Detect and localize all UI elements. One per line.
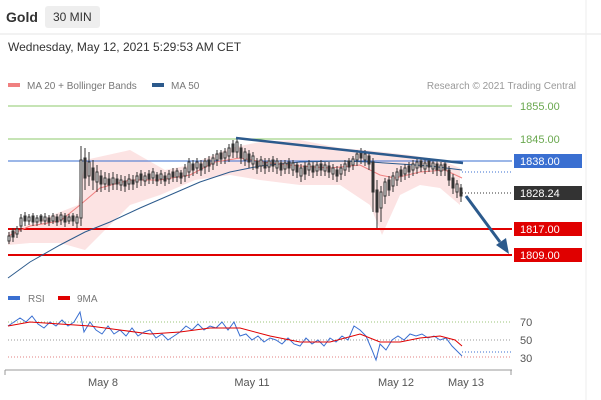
legend-label-rsi: RSI	[28, 294, 45, 305]
price-tag-1828	[514, 186, 582, 200]
price-label-1838: 1838.00	[520, 156, 560, 168]
price-label-1855: 1855.00	[520, 101, 560, 113]
price-tag-1817	[514, 222, 582, 236]
x-tick-may8: May 8	[88, 377, 118, 389]
timestamp: Wednesday, May 12, 2021 5:29:53 AM CET	[8, 40, 242, 54]
chart-header: Gold 30 MIN	[0, 0, 601, 36]
rsi-ma9-line	[7, 321, 463, 347]
legend-label-ma20: MA 20 + Bollinger Bands	[27, 81, 137, 92]
price-label-1817: 1817.00	[520, 224, 560, 236]
legend-swatch-9ma	[58, 296, 70, 300]
forecast-arrow-head	[496, 238, 509, 254]
legend-label-9ma: 9MA	[77, 294, 98, 305]
legend-swatch-ma50	[152, 83, 164, 87]
price-label-1845: 1845.00	[520, 134, 560, 146]
price-tag-1838	[514, 154, 582, 168]
legend-swatch-rsi	[8, 296, 20, 300]
interval-badge[interactable]: 30 MIN	[45, 6, 100, 28]
trendline	[235, 136, 464, 165]
x-tick-may11: May 11	[234, 377, 269, 389]
rsi-tick-70: 70	[520, 317, 532, 329]
bollinger-band-area	[8, 140, 460, 250]
instrument-title: Gold	[6, 9, 38, 25]
rsi-line	[7, 310, 463, 362]
x-tick-may13: May 13	[448, 377, 484, 389]
x-tick-may12: May 12	[378, 377, 414, 389]
candlestick-series	[7, 138, 463, 244]
ma50-line	[7, 160, 463, 279]
rsi-tick-30: 30	[520, 353, 532, 365]
credit-text: Research © 2021 Trading Central	[427, 81, 576, 92]
legend-label-ma50: MA 50	[171, 81, 200, 92]
price-tag-1809	[514, 248, 582, 262]
forecast-arrow-shaft	[464, 195, 502, 243]
price-label-1828: 1828.24	[520, 188, 560, 200]
price-label-1809: 1809.00	[520, 250, 560, 262]
rsi-tick-50: 50	[520, 335, 532, 347]
legend-swatch-ma20	[8, 83, 20, 87]
